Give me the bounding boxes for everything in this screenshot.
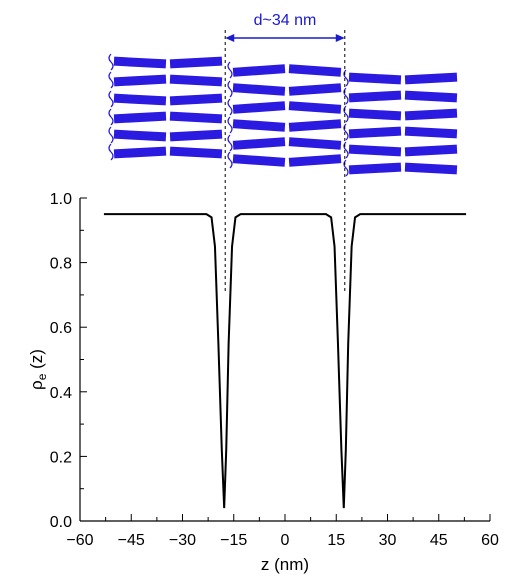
flexible-spacer <box>227 134 233 152</box>
flexible-spacer <box>108 108 114 126</box>
mesogen-bar <box>232 83 286 96</box>
mesogen-bar <box>232 119 286 132</box>
x-tick-label: −60 <box>66 532 93 549</box>
mesogen-bar <box>348 72 402 85</box>
y-axis-title: ρe (z) <box>27 349 49 390</box>
mesogen-bar <box>113 111 167 124</box>
y-axis-title-subscript: e <box>35 373 49 380</box>
x-tick-label: −15 <box>220 532 247 549</box>
spacing-arrowhead-right <box>335 34 345 42</box>
spacing-label: d~34 nm <box>254 12 317 29</box>
mesogen-bar <box>113 74 167 87</box>
plot-axes <box>79 198 490 522</box>
mesogen-bar <box>113 93 167 106</box>
mesogen-bar <box>348 162 402 175</box>
flexible-spacer <box>227 151 233 169</box>
x-tick-label: −30 <box>169 532 196 549</box>
mesogen-bar <box>113 56 167 69</box>
mesogen-bar <box>404 126 458 139</box>
y-tick-label: 0.4 <box>50 385 72 402</box>
mesogen-bar <box>232 64 286 77</box>
x-tick-label: 30 <box>379 532 397 549</box>
mesogen-bar <box>232 137 286 150</box>
flexible-spacer <box>108 126 114 144</box>
mesogen-bar <box>348 126 402 139</box>
mesogen-bar <box>288 137 342 150</box>
mesogen-bar <box>288 83 342 96</box>
flexible-spacer <box>108 143 114 161</box>
mesogen-bar <box>348 90 402 103</box>
mesogen-bar <box>169 146 223 159</box>
smectic-layers-illustration <box>108 53 458 177</box>
mesogen-bar <box>169 56 223 69</box>
mesogen-bar <box>288 119 342 132</box>
flexible-spacer <box>227 80 233 98</box>
mesogen-bar <box>288 101 342 114</box>
mesogen-bar <box>113 129 167 142</box>
y-tick-label: 1.0 <box>50 191 72 208</box>
y-axis-title-argument: (z) <box>27 349 46 374</box>
y-tick-label: 0.2 <box>50 449 72 466</box>
x-tick-label: 15 <box>327 532 345 549</box>
mesogen-bar <box>232 101 286 114</box>
mesogen-bar <box>232 154 286 167</box>
axis-ticks: −60 −45 −30 −15 0 15 30 45 60 0.0 0.2 0.4 0.6 0.8 1.0 <box>50 191 499 549</box>
mesogen-bar <box>288 154 342 167</box>
mesogen-bar <box>113 146 167 159</box>
y-tick-label: 0.8 <box>50 256 72 273</box>
y-tick-label: 0.6 <box>50 320 72 337</box>
mesogen-bar <box>348 108 402 121</box>
mesogen-bar <box>348 144 402 157</box>
mesogen-bar <box>169 111 223 124</box>
x-tick-label: 0 <box>281 532 290 549</box>
flexible-spacer <box>108 71 114 89</box>
flexible-spacer <box>108 53 114 71</box>
mesogen-bar <box>404 162 458 175</box>
spacing-arrowhead-left <box>225 34 235 42</box>
x-axis-title: z (nm) <box>261 555 309 574</box>
mesogen-bar <box>169 93 223 106</box>
flexible-spacer <box>227 116 233 134</box>
flexible-spacer <box>227 98 233 116</box>
mesogen-bar <box>288 64 342 77</box>
x-tick-label: 45 <box>430 532 448 549</box>
density-profile-line <box>103 213 467 509</box>
mesogen-bar <box>169 129 223 142</box>
x-tick-label: −45 <box>118 532 145 549</box>
mesogen-bar <box>404 144 458 157</box>
x-tick-label: 60 <box>481 532 499 549</box>
flexible-spacer <box>227 61 233 79</box>
flexible-spacer <box>108 90 114 108</box>
layer-spacing-annotation: d~34 nm <box>224 12 346 292</box>
y-axis-title-symbol: ρ <box>27 380 46 390</box>
mesogen-bar <box>169 74 223 87</box>
y-tick-label: 0.0 <box>50 514 72 531</box>
mesogen-bar <box>404 108 458 121</box>
mesogen-bar <box>404 72 458 85</box>
mesogen-bar <box>404 90 458 103</box>
